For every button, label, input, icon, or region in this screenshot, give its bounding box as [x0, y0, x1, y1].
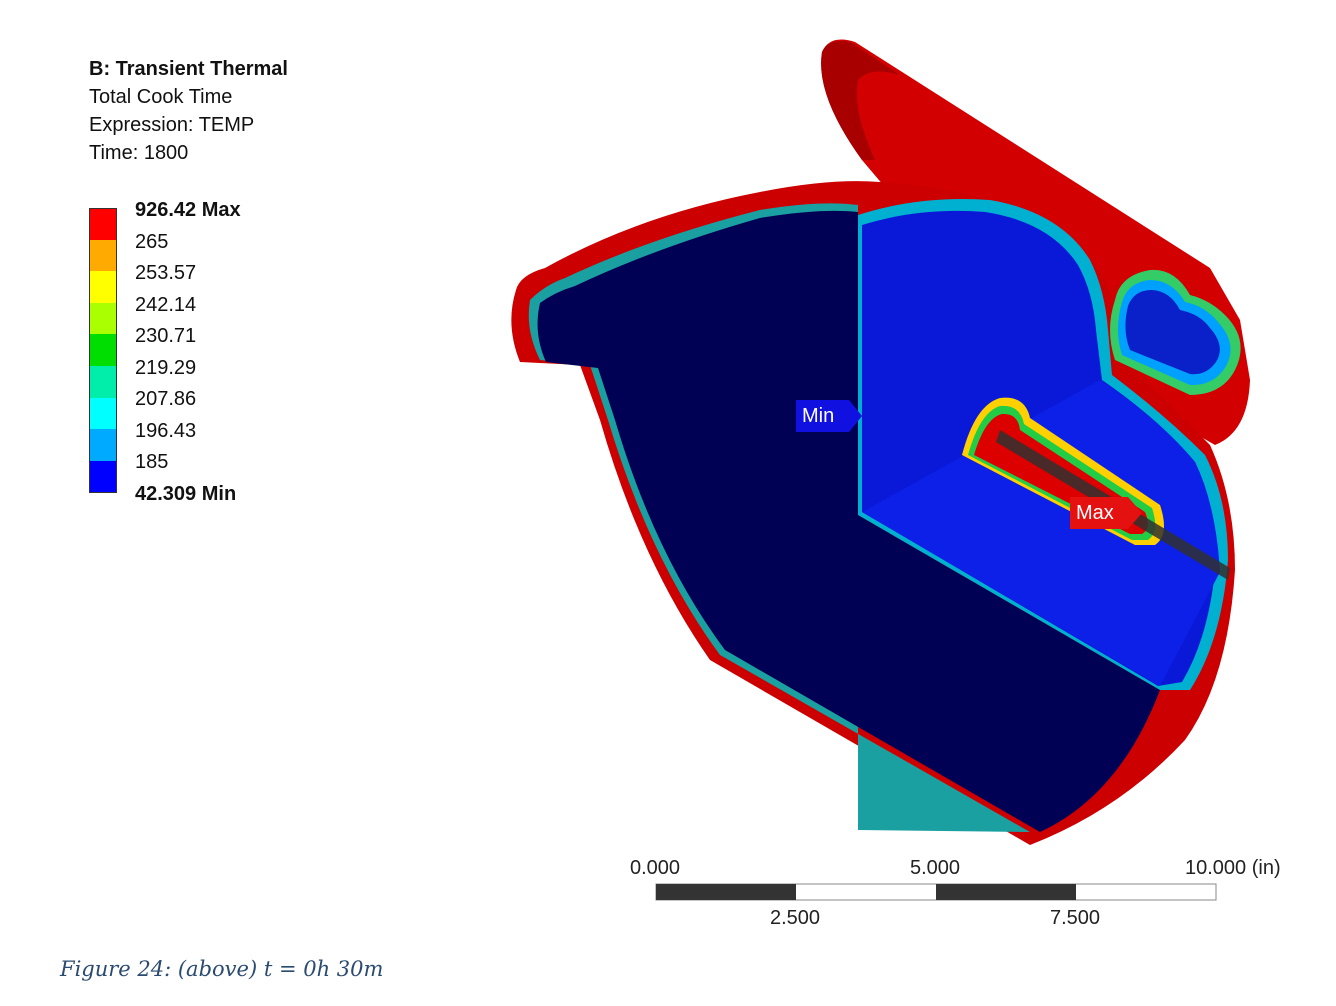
color-legend: 926.42 Max 265 253.57 242.14 230.71 219.… [89, 195, 389, 515]
legend-level-label: 253.57 [135, 262, 197, 284]
legend-swatch-3 [89, 271, 117, 303]
min-marker-label: Min [802, 405, 835, 427]
scale-bar [655, 883, 1217, 901]
min-marker-shape [796, 400, 862, 432]
time-label: Time: 1800 [89, 142, 189, 164]
legend-swatch-6 [89, 366, 117, 398]
scale-label-5: 5.000 [910, 857, 961, 879]
legend-level-label: 196.43 [135, 420, 197, 442]
legend-swatch-8 [89, 429, 117, 461]
legend-level-label: 265 [135, 231, 169, 253]
left-cut-face [537, 210, 1160, 832]
legend-level-label: 242.14 [135, 294, 197, 316]
result-name: Total Cook Time [89, 86, 233, 108]
legend-min-label: 42.309 Min [135, 483, 237, 505]
max-marker-label: Max [1076, 502, 1114, 524]
legend-swatch-4 [89, 302, 117, 335]
expression-label: Expression: TEMP [89, 114, 255, 136]
legend-max-label: 926.42 Max [135, 199, 241, 221]
scale-label-7-5: 7.500 [1050, 907, 1101, 929]
horizontal-cut-face [862, 380, 1220, 686]
legend-swatch-2 [89, 239, 117, 272]
scale-label-2-5: 2.500 [770, 907, 821, 929]
legend-level-label: 185 [135, 451, 169, 473]
legend-swatch-1 [89, 208, 117, 240]
legend-level-label: 219.29 [135, 357, 197, 379]
scale-label-0: 0.000 [630, 857, 681, 879]
legend-swatch-9 [89, 460, 117, 493]
max-marker-shape [1070, 497, 1142, 529]
figure-caption: Figure 24: (above) t = 0h 30m [60, 957, 384, 981]
legend-swatch-5 [89, 334, 117, 366]
handle-cross-section [1110, 269, 1241, 395]
legend-level-label: 230.71 [135, 325, 197, 347]
legend-swatch-7 [89, 397, 117, 430]
analysis-title: B: Transient Thermal [89, 58, 288, 80]
legend-level-label: 207.86 [135, 388, 197, 410]
result-header: B: Transient Thermal Total Cook Time Exp… [89, 55, 288, 167]
scale-label-10: 10.000 (in) [1185, 857, 1281, 879]
